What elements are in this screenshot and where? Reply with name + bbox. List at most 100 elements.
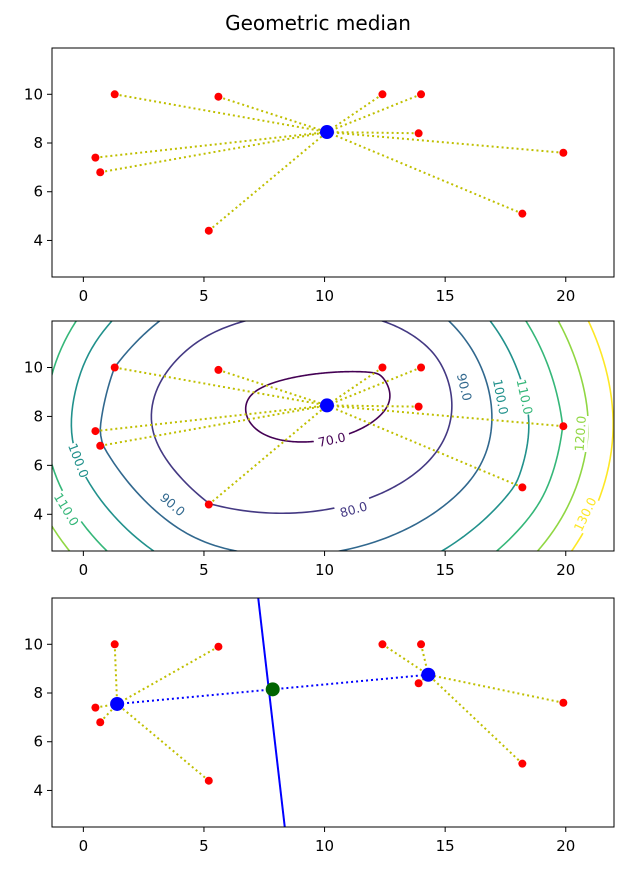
data-point <box>96 718 105 727</box>
median-marker <box>319 125 334 140</box>
median-connector-line <box>326 404 419 408</box>
bisector-line <box>257 598 286 827</box>
cluster-b-median-marker <box>421 667 436 682</box>
x-tick-label: 0 <box>79 287 89 305</box>
x-tick-label: 5 <box>199 837 209 855</box>
data-point <box>559 148 568 157</box>
contour-line <box>150 321 453 515</box>
contour-label-bg <box>570 415 590 453</box>
x-axis: 0 5 10 15 20 <box>79 827 575 855</box>
cluster-b-connector-line <box>428 673 564 704</box>
contour-label: 120.0 <box>572 415 589 452</box>
data-point <box>414 129 423 138</box>
y-tick-label: 6 <box>33 456 43 474</box>
y-axis: 4 6 8 10 <box>24 358 52 523</box>
contour-label: 90.0 <box>454 372 475 403</box>
contour-label-bg <box>452 367 477 407</box>
panel-split-clusters: 0 5 10 15 20 4 6 8 10 <box>24 597 615 855</box>
data-point <box>559 422 568 431</box>
scatter-marks <box>91 363 568 509</box>
data-point <box>559 698 568 707</box>
data-point <box>378 90 387 99</box>
median-connector-line <box>326 93 422 133</box>
data-point <box>91 427 100 436</box>
data-point <box>96 168 105 177</box>
y-tick-label: 4 <box>33 231 43 249</box>
y-axis: 4 6 8 10 <box>24 635 52 799</box>
contour-label: 100.0 <box>490 378 512 416</box>
median-connector-line <box>326 404 523 489</box>
data-point <box>214 642 223 651</box>
x-tick-label: 5 <box>199 561 209 579</box>
median-connector-line <box>95 404 328 433</box>
contour-line <box>52 321 589 551</box>
scatter-marks <box>91 640 568 785</box>
contour-line <box>70 321 530 551</box>
median-connector-line <box>208 404 328 506</box>
data-point <box>417 90 426 99</box>
data-point <box>110 363 119 372</box>
contour-label-bg <box>153 486 192 523</box>
median-marker <box>319 398 334 413</box>
data-point <box>204 500 213 509</box>
y-tick-label: 8 <box>33 134 43 152</box>
x-tick-label: 10 <box>315 561 334 579</box>
cluster-a-connector-line <box>95 702 118 709</box>
contour-label-bg <box>334 496 374 523</box>
data-point <box>204 226 213 235</box>
y-tick-label: 6 <box>33 183 43 201</box>
median-connector-line <box>114 366 328 407</box>
x-tick-label: 10 <box>315 837 334 855</box>
median-connector-line <box>95 131 328 159</box>
y-tick-label: 10 <box>24 85 43 103</box>
data-point <box>96 441 105 450</box>
cluster-connector-lines <box>95 598 564 827</box>
data-point <box>414 402 423 411</box>
cluster-a-connector-line <box>113 644 119 705</box>
median-connector-line <box>326 131 523 215</box>
data-point <box>91 703 100 712</box>
data-point <box>414 679 423 688</box>
median-connector-lines <box>95 93 564 232</box>
median-connector-line <box>218 368 328 407</box>
data-point <box>214 92 223 101</box>
data-point <box>378 363 387 372</box>
x-tick-label: 15 <box>436 561 455 579</box>
data-point <box>518 759 527 768</box>
median-connector-line <box>218 95 328 133</box>
data-point <box>378 640 387 649</box>
contour-label-bg <box>570 494 601 534</box>
cluster-a-connector-line <box>116 645 219 705</box>
median-connector-line <box>326 93 384 133</box>
contour-label: 110.0 <box>514 378 536 416</box>
x-tick-label: 20 <box>556 561 575 579</box>
median-connector-line <box>100 131 328 174</box>
contour-label-bg <box>64 440 93 481</box>
x-tick-label: 20 <box>556 837 575 855</box>
x-tick-label: 10 <box>315 287 334 305</box>
data-point <box>417 640 426 649</box>
cluster-b-connector-line <box>427 674 524 765</box>
x-tick-label: 20 <box>556 287 575 305</box>
data-point <box>518 209 527 218</box>
median-connector-line <box>326 366 422 407</box>
contour-line <box>52 321 564 551</box>
data-point <box>91 153 100 162</box>
median-connector-line <box>100 404 328 447</box>
contour-line <box>99 321 493 551</box>
y-axis: 4 6 8 10 <box>24 85 52 249</box>
data-point <box>518 483 527 492</box>
cluster-b-connector-line <box>381 643 429 676</box>
axes-frame <box>51 47 615 278</box>
midpoint-marker <box>265 682 280 697</box>
data-point <box>204 776 213 785</box>
median-connector-lines <box>95 366 564 506</box>
contour-label: 100.0 <box>65 441 92 480</box>
contour-label: 70.0 <box>317 429 347 450</box>
x-tick-label: 0 <box>79 561 89 579</box>
x-tick-label: 15 <box>436 837 455 855</box>
y-tick-label: 4 <box>33 505 43 523</box>
contour-labels: 70.080.090.090.0100.0100.0110.0110.0120.… <box>50 367 601 534</box>
median-connector-line <box>326 366 384 407</box>
panel-points-and-median: 0 5 10 15 20 4 6 8 10 <box>24 47 615 305</box>
